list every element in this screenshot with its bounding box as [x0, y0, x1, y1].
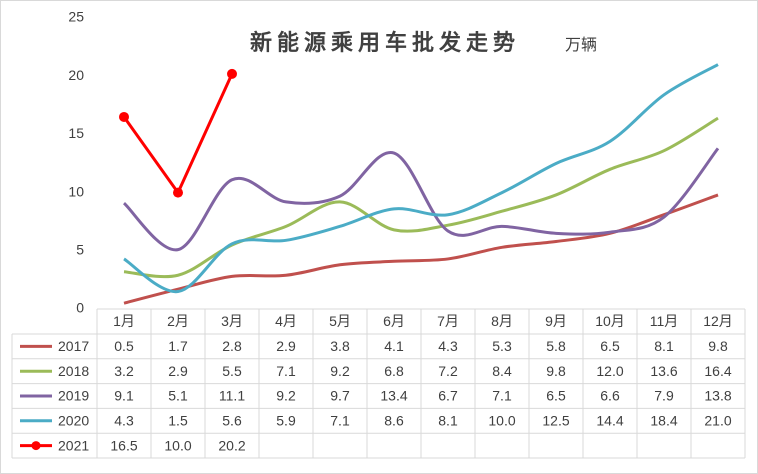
- data-table-value: 3.8: [330, 338, 350, 354]
- data-table-value: 5.8: [546, 338, 566, 354]
- data-table-value: 13.4: [380, 388, 407, 404]
- x-tick-label: 5月: [329, 313, 351, 329]
- data-table-value: 16.5: [110, 437, 137, 453]
- chart-subtitle: 万辆: [565, 36, 597, 54]
- data-table-value: 11.1: [219, 388, 245, 404]
- data-table-value: 4.1: [384, 338, 404, 354]
- y-tick-label: 10: [68, 183, 84, 199]
- data-table-value: 12.0: [596, 363, 623, 379]
- data-table-value: 8.1: [654, 338, 674, 354]
- x-tick-label: 10月: [595, 313, 625, 329]
- y-tick-label: 15: [68, 125, 84, 141]
- data-table-value: 6.8: [384, 363, 404, 379]
- data-table-value: 5.3: [492, 338, 512, 354]
- legend-label: 2017: [58, 338, 89, 354]
- data-table-value: 6.7: [438, 388, 458, 404]
- x-tick-label: 7月: [437, 313, 459, 329]
- x-tick-label: 3月: [221, 313, 243, 329]
- series-line: [123, 63, 719, 294]
- y-tick-label: 0: [76, 300, 84, 316]
- y-tick-label: 5: [76, 242, 84, 258]
- data-table-value: 10.0: [488, 413, 515, 429]
- data-table-value: 9.2: [276, 388, 296, 404]
- data-table-value: 5.1: [168, 388, 188, 404]
- data-table-value: 6.6: [600, 388, 620, 404]
- data-table-value: 8.6: [384, 413, 404, 429]
- data-table-value: 7.2: [438, 363, 458, 379]
- data-table-value: 12.5: [542, 413, 569, 429]
- data-table-value: 8.4: [492, 363, 512, 379]
- x-tick-label: 9月: [545, 313, 567, 329]
- legend-label: 2021: [58, 437, 89, 453]
- data-table-value: 20.2: [218, 437, 245, 453]
- point-marker: [173, 187, 183, 198]
- x-tick-label: 8月: [491, 313, 513, 329]
- data-table-value: 18.4: [650, 413, 677, 429]
- data-table-value: 1.5: [168, 413, 188, 429]
- data-table-value: 7.1: [492, 388, 512, 404]
- legend-label: 2020: [58, 413, 89, 429]
- x-tick-label: 4月: [275, 313, 297, 329]
- data-table-value: 13.8: [704, 388, 731, 404]
- data-table-value: 9.7: [330, 388, 350, 404]
- y-tick-label: 25: [68, 9, 84, 25]
- data-table-value: 14.4: [596, 413, 623, 429]
- data-table-value: 9.8: [546, 363, 566, 379]
- data-table-value: 7.9: [654, 388, 674, 404]
- data-table-value: 21.0: [704, 413, 731, 429]
- data-table-value: 4.3: [114, 413, 134, 429]
- data-table-value: 9.8: [708, 338, 728, 354]
- x-tick-label: 6月: [383, 313, 405, 329]
- data-table-value: 2.9: [168, 363, 188, 379]
- x-tick-label: 1月: [113, 313, 135, 329]
- data-table-value: 8.1: [438, 413, 458, 429]
- x-tick-label: 11月: [650, 313, 679, 329]
- data-table-value: 16.4: [704, 363, 731, 379]
- data-table-value: 2.9: [276, 338, 296, 354]
- series-line: [122, 147, 720, 252]
- data-table-value: 4.3: [438, 338, 458, 354]
- x-tick-label: 12月: [703, 313, 733, 329]
- data-table-value: 6.5: [546, 388, 566, 404]
- data-table-value: 0.5: [114, 338, 134, 354]
- data-table-value: 2.8: [222, 338, 242, 354]
- data-table-value: 5.9: [276, 413, 296, 429]
- data-table-value: 6.5: [600, 338, 620, 354]
- legend-label: 2018: [58, 363, 89, 379]
- chart-title: 新能源乘用车批发走势: [250, 30, 520, 55]
- data-table-value: 7.1: [276, 363, 296, 379]
- data-table-value: 1.7: [168, 338, 188, 354]
- data-table-value: 10.0: [164, 437, 191, 453]
- data-table-value: 5.5: [222, 363, 242, 379]
- point-marker: [227, 68, 237, 79]
- data-table-value: 3.2: [114, 363, 134, 379]
- data-table-value: 5.6: [222, 413, 242, 429]
- y-tick-label: 20: [68, 67, 84, 83]
- data-table-value: 7.1: [330, 413, 350, 429]
- legend-label: 2019: [58, 388, 89, 404]
- point-marker: [119, 111, 129, 122]
- legend-marker: [31, 441, 41, 451]
- data-table-value: 9.2: [330, 363, 350, 379]
- x-tick-label: 2月: [167, 313, 189, 329]
- data-table-value: 13.6: [650, 363, 677, 379]
- data-table-value: 9.1: [114, 388, 134, 404]
